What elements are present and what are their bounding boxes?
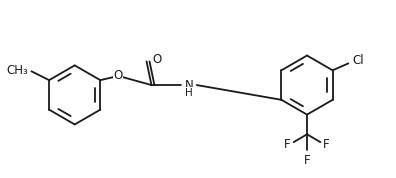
Text: F: F (324, 138, 330, 151)
Text: F: F (284, 138, 291, 151)
Text: H: H (185, 88, 193, 98)
Text: O: O (152, 53, 162, 66)
Text: O: O (113, 69, 123, 82)
Text: F: F (304, 154, 310, 167)
Text: N: N (185, 78, 193, 91)
Text: CH₃: CH₃ (7, 64, 29, 77)
Text: Cl: Cl (352, 54, 364, 67)
